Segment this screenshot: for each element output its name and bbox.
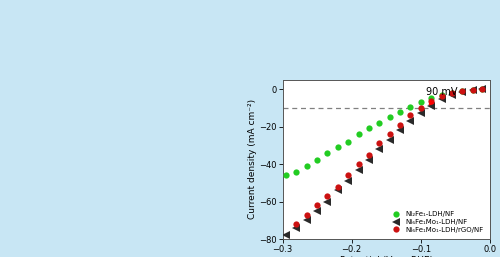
Ni₂Fe₁-LDH/NF bbox=[294, 170, 300, 173]
Ni₆Fe₁Mo₁-LDH/NF bbox=[356, 168, 362, 171]
Ni₂Fe₁-LDH/NF bbox=[356, 133, 362, 136]
Ni₆Fe₁Mo₁-LDH/rGO/NF bbox=[478, 88, 484, 91]
Ni₆Fe₁Mo₁-LDH/rGO/NF bbox=[438, 95, 444, 98]
Ni₆Fe₁Mo₁-LDH/NF bbox=[478, 88, 484, 91]
Ni₆Fe₁Mo₁-LDH/rGO/NF bbox=[356, 162, 362, 166]
Ni₂Fe₁-LDH/NF bbox=[335, 146, 341, 149]
Ni₂Fe₁-LDH/NF bbox=[304, 164, 310, 168]
Text: 90 mV: 90 mV bbox=[426, 87, 458, 105]
Ni₆Fe₁Mo₁-LDH/NF bbox=[418, 112, 424, 115]
Ni₂Fe₁-LDH/NF bbox=[478, 88, 484, 91]
Line: Ni₂Fe₁-LDH/NF: Ni₂Fe₁-LDH/NF bbox=[283, 86, 485, 178]
Ni₂Fe₁-LDH/NF bbox=[386, 116, 392, 119]
Line: Ni₆Fe₁Mo₁-LDH/rGO/NF: Ni₆Fe₁Mo₁-LDH/rGO/NF bbox=[293, 86, 485, 227]
Ni₂Fe₁-LDH/NF bbox=[438, 94, 444, 97]
Ni₆Fe₁Mo₁-LDH/rGO/NF bbox=[470, 88, 476, 91]
Ni₂Fe₁-LDH/NF bbox=[366, 127, 372, 130]
Ni₆Fe₁Mo₁-LDH/rGO/NF bbox=[397, 123, 403, 126]
Ni₆Fe₁Mo₁-LDH/NF bbox=[283, 234, 289, 237]
Ni₆Fe₁Mo₁-LDH/NF bbox=[470, 88, 476, 91]
Ni₆Fe₁Mo₁-LDH/NF bbox=[345, 179, 351, 182]
Line: Ni₆Fe₁Mo₁-LDH/NF: Ni₆Fe₁Mo₁-LDH/NF bbox=[282, 85, 486, 239]
Ni₂Fe₁-LDH/NF bbox=[283, 174, 289, 177]
Ni₆Fe₁Mo₁-LDH/rGO/NF bbox=[418, 106, 424, 109]
Ni₂Fe₁-LDH/NF bbox=[428, 97, 434, 100]
Ni₆Fe₁Mo₁-LDH/NF bbox=[428, 104, 434, 107]
Ni₆Fe₁Mo₁-LDH/NF bbox=[386, 138, 392, 141]
Ni₆Fe₁Mo₁-LDH/rGO/NF bbox=[386, 133, 392, 136]
Ni₆Fe₁Mo₁-LDH/NF bbox=[366, 159, 372, 162]
Y-axis label: Current density (mA cm⁻²): Current density (mA cm⁻²) bbox=[248, 99, 256, 219]
Ni₆Fe₁Mo₁-LDH/NF bbox=[294, 226, 300, 229]
Ni₆Fe₁Mo₁-LDH/rGO/NF bbox=[376, 142, 382, 145]
Ni₆Fe₁Mo₁-LDH/NF bbox=[304, 219, 310, 222]
Ni₆Fe₁Mo₁-LDH/NF bbox=[397, 129, 403, 132]
Ni₆Fe₁Mo₁-LDH/NF bbox=[324, 200, 330, 203]
Ni₂Fe₁-LDH/NF bbox=[397, 110, 403, 113]
Ni₆Fe₁Mo₁-LDH/rGO/NF bbox=[314, 204, 320, 207]
Legend: Ni₂Fe₁-LDH/NF, Ni₆Fe₁Mo₁-LDH/NF, Ni₆Fe₁Mo₁-LDH/rGO/NF: Ni₂Fe₁-LDH/NF, Ni₆Fe₁Mo₁-LDH/NF, Ni₆Fe₁M… bbox=[387, 208, 486, 235]
Ni₂Fe₁-LDH/NF bbox=[324, 151, 330, 154]
Ni₆Fe₁Mo₁-LDH/rGO/NF bbox=[345, 174, 351, 177]
Ni₆Fe₁Mo₁-LDH/NF bbox=[335, 189, 341, 192]
Ni₂Fe₁-LDH/NF bbox=[470, 88, 476, 91]
Ni₆Fe₁Mo₁-LDH/rGO/NF bbox=[408, 114, 414, 117]
Ni₂Fe₁-LDH/NF bbox=[376, 121, 382, 124]
Ni₆Fe₁Mo₁-LDH/rGO/NF bbox=[304, 213, 310, 216]
Ni₂Fe₁-LDH/NF bbox=[418, 101, 424, 104]
Ni₂Fe₁-LDH/NF bbox=[314, 159, 320, 162]
Ni₆Fe₁Mo₁-LDH/rGO/NF bbox=[294, 223, 300, 226]
Ni₆Fe₁Mo₁-LDH/rGO/NF bbox=[460, 89, 466, 93]
Ni₆Fe₁Mo₁-LDH/NF bbox=[460, 90, 466, 93]
Ni₆Fe₁Mo₁-LDH/rGO/NF bbox=[366, 153, 372, 156]
Ni₆Fe₁Mo₁-LDH/rGO/NF bbox=[335, 185, 341, 188]
Ni₆Fe₁Mo₁-LDH/rGO/NF bbox=[428, 100, 434, 103]
Ni₆Fe₁Mo₁-LDH/NF bbox=[438, 98, 444, 101]
Ni₆Fe₁Mo₁-LDH/NF bbox=[314, 209, 320, 213]
X-axis label: Potential (V vs. RHE): Potential (V vs. RHE) bbox=[340, 256, 433, 257]
Ni₆Fe₁Mo₁-LDH/rGO/NF bbox=[449, 91, 455, 94]
Ni₆Fe₁Mo₁-LDH/NF bbox=[449, 93, 455, 96]
Ni₂Fe₁-LDH/NF bbox=[345, 140, 351, 143]
Ni₆Fe₁Mo₁-LDH/NF bbox=[376, 148, 382, 151]
Ni₆Fe₁Mo₁-LDH/NF bbox=[408, 119, 414, 122]
Ni₂Fe₁-LDH/NF bbox=[408, 105, 414, 108]
Ni₂Fe₁-LDH/NF bbox=[449, 91, 455, 94]
Ni₆Fe₁Mo₁-LDH/rGO/NF bbox=[324, 194, 330, 197]
Ni₂Fe₁-LDH/NF bbox=[460, 89, 466, 93]
